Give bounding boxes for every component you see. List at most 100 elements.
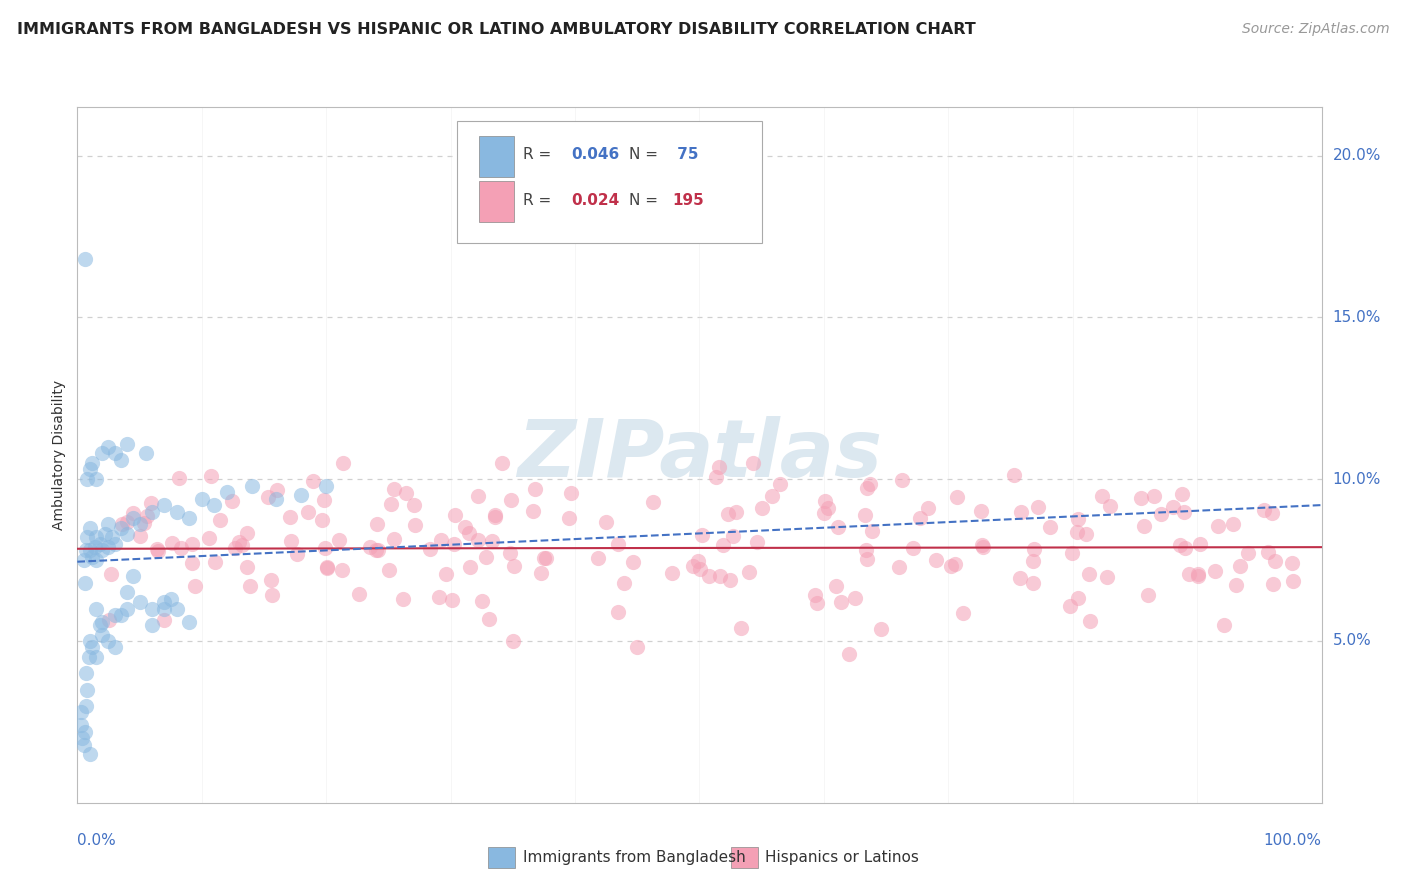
- Point: [458, 525, 481, 540]
- Point: [1022, 575, 1045, 590]
- Point: [717, 508, 740, 522]
- Point: [1133, 519, 1156, 533]
- Point: [1099, 500, 1122, 514]
- Point: [1161, 500, 1184, 514]
- Point: [1187, 566, 1209, 581]
- Point: [110, 452, 132, 467]
- Point: [141, 601, 163, 615]
- Point: [77, 650, 100, 665]
- Point: [129, 528, 152, 542]
- Point: [328, 533, 350, 547]
- Point: [475, 550, 498, 565]
- Text: N =: N =: [628, 147, 662, 161]
- Point: [1130, 491, 1153, 505]
- Point: [404, 518, 426, 533]
- Point: [93, 527, 115, 541]
- Point: [626, 640, 648, 655]
- Text: ZIPatlas: ZIPatlas: [517, 416, 882, 494]
- Point: [392, 592, 415, 607]
- Point: [855, 543, 877, 558]
- Point: [153, 595, 176, 609]
- Point: [82, 549, 104, 564]
- Text: 0.046: 0.046: [571, 147, 620, 161]
- Point: [347, 586, 370, 600]
- Point: [522, 504, 544, 518]
- Point: [434, 566, 457, 581]
- Point: [970, 504, 993, 518]
- Point: [236, 525, 259, 540]
- Point: [73, 724, 96, 739]
- Point: [440, 592, 463, 607]
- Point: [146, 542, 169, 557]
- Point: [718, 573, 741, 587]
- Point: [316, 561, 339, 575]
- Point: [813, 506, 835, 520]
- Point: [79, 462, 101, 476]
- Text: 10.0%: 10.0%: [1333, 472, 1381, 487]
- Point: [1229, 559, 1251, 574]
- Point: [115, 601, 138, 615]
- Point: [1282, 574, 1305, 588]
- FancyBboxPatch shape: [457, 121, 762, 243]
- Text: Immigrants from Bangladesh: Immigrants from Bangladesh: [523, 849, 745, 864]
- Point: [724, 505, 747, 519]
- Point: [280, 509, 302, 524]
- Point: [533, 551, 555, 566]
- Point: [1213, 618, 1236, 632]
- Point: [79, 521, 101, 535]
- Text: R =: R =: [523, 194, 555, 209]
- Point: [606, 537, 628, 551]
- Point: [1257, 545, 1279, 559]
- Point: [166, 504, 188, 518]
- Point: [1281, 556, 1303, 570]
- Point: [870, 623, 893, 637]
- Point: [814, 494, 837, 508]
- Point: [104, 608, 127, 623]
- Text: Source: ZipAtlas.com: Source: ZipAtlas.com: [1241, 22, 1389, 37]
- Point: [859, 477, 882, 491]
- Point: [200, 468, 222, 483]
- Point: [179, 511, 201, 525]
- Point: [586, 551, 609, 566]
- Point: [478, 612, 501, 626]
- Point: [688, 554, 710, 568]
- Point: [1026, 500, 1049, 514]
- Point: [1204, 564, 1226, 578]
- Point: [430, 533, 453, 548]
- Point: [613, 575, 636, 590]
- Point: [887, 559, 910, 574]
- Point: [110, 608, 132, 623]
- Point: [471, 594, 494, 608]
- Text: 15.0%: 15.0%: [1333, 310, 1381, 325]
- Point: [72, 731, 94, 745]
- Point: [128, 517, 150, 532]
- Text: Hispanics or Latinos: Hispanics or Latinos: [765, 849, 920, 864]
- Point: [170, 541, 193, 556]
- Point: [366, 517, 388, 532]
- Point: [458, 560, 481, 574]
- Point: [180, 556, 202, 570]
- Point: [76, 682, 98, 697]
- Text: R =: R =: [523, 147, 555, 161]
- Point: [824, 579, 846, 593]
- Point: [311, 513, 333, 527]
- Bar: [488, 847, 516, 868]
- Point: [228, 535, 250, 549]
- Point: [419, 542, 441, 557]
- Point: [72, 553, 94, 567]
- Point: [84, 553, 107, 567]
- Point: [860, 524, 883, 538]
- Point: [1039, 520, 1062, 534]
- Point: [804, 588, 827, 602]
- Point: [1168, 538, 1191, 552]
- Point: [443, 508, 465, 523]
- Point: [266, 483, 288, 497]
- Point: [946, 490, 969, 504]
- Point: [240, 478, 263, 492]
- Bar: [731, 847, 758, 868]
- Point: [523, 482, 546, 496]
- Point: [1187, 569, 1209, 583]
- Point: [769, 477, 792, 491]
- Text: IMMIGRANTS FROM BANGLADESH VS HISPANIC OR LATINO AMBULATORY DISABILITY CORRELATI: IMMIGRANTS FROM BANGLADESH VS HISPANIC O…: [17, 22, 976, 37]
- Point: [84, 601, 107, 615]
